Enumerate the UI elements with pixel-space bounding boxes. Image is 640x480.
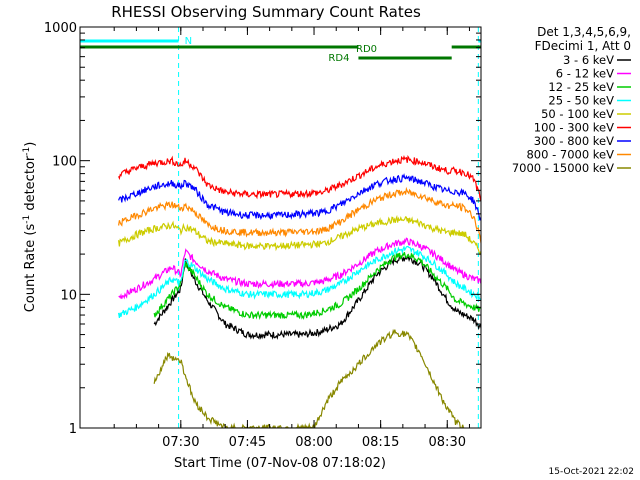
y-label-part-3: ) bbox=[23, 142, 38, 147]
series-line-6 bbox=[118, 173, 481, 223]
mode-bar-label-n: N bbox=[185, 36, 192, 47]
legend-label-1: 6 - 12 keV bbox=[556, 67, 614, 81]
series-line-8 bbox=[153, 328, 465, 428]
y-label-sup-1: -1 bbox=[22, 215, 32, 224]
chart-title: RHESSI Observing Summary Count Rates bbox=[111, 3, 421, 21]
y-tick-label-2: 100 bbox=[52, 155, 77, 170]
y-axis-label: Count Rate (s-1 detector-1) bbox=[22, 142, 38, 313]
x-tick-label-0: 07:30 bbox=[162, 435, 199, 450]
series-line-1 bbox=[118, 237, 481, 300]
series-line-3 bbox=[118, 245, 481, 318]
plot-area: N RD0 RD4 bbox=[80, 27, 481, 428]
legend-label-3: 25 - 50 keV bbox=[548, 94, 614, 108]
x-axis: 07:30 07:45 08:00 08:15 08:30 bbox=[113, 27, 470, 450]
x-axis-label: Start Time (07-Nov-08 07:18:02) bbox=[174, 456, 386, 471]
series-line-7 bbox=[118, 186, 481, 244]
legend-header-line-1: Det 1,3,4,5,6,9, bbox=[537, 25, 631, 39]
x-tick-label-3: 08:15 bbox=[362, 435, 399, 450]
y-label-part-2: detector bbox=[23, 155, 38, 215]
legend-label-4: 50 - 100 keV bbox=[541, 107, 614, 121]
series-line-5 bbox=[118, 154, 481, 203]
mode-bar-label-rd0: RD0 bbox=[356, 44, 377, 55]
legend-label-6: 300 - 800 keV bbox=[534, 134, 614, 148]
y-label-sup-2: -1 bbox=[22, 147, 32, 156]
x-tick-label-4: 08:30 bbox=[429, 435, 466, 450]
y-tick-label-1: 10 bbox=[60, 288, 77, 303]
y-label-part-1: Count Rate (s bbox=[23, 224, 38, 313]
legend-label-0: 3 - 6 keV bbox=[563, 53, 614, 67]
x-tick-label-2: 08:00 bbox=[295, 435, 332, 450]
plot-frame bbox=[79, 26, 482, 429]
legend-label-8: 7000 - 15000 keV bbox=[512, 161, 614, 175]
series-line-4 bbox=[118, 214, 481, 256]
x-tick-label-1: 07:45 bbox=[229, 435, 266, 450]
y-tick-label-0: 1 bbox=[69, 422, 77, 437]
legend-label-5: 100 - 300 keV bbox=[534, 121, 614, 135]
mode-bar-label-rd4: RD4 bbox=[328, 53, 349, 64]
series-line-2 bbox=[153, 252, 481, 321]
y-axis: 1 10 100 1000 bbox=[44, 21, 481, 437]
legend-header-line-2: FDecimi 1, Att 0 bbox=[535, 39, 631, 53]
footer-date: 15-Oct-2021 22:02 bbox=[549, 467, 634, 477]
series-line-0 bbox=[153, 254, 481, 340]
legend-label-7: 800 - 7000 keV bbox=[526, 148, 614, 162]
y-tick-label-3: 1000 bbox=[44, 21, 77, 36]
legend-label-2: 12 - 25 keV bbox=[548, 80, 614, 94]
